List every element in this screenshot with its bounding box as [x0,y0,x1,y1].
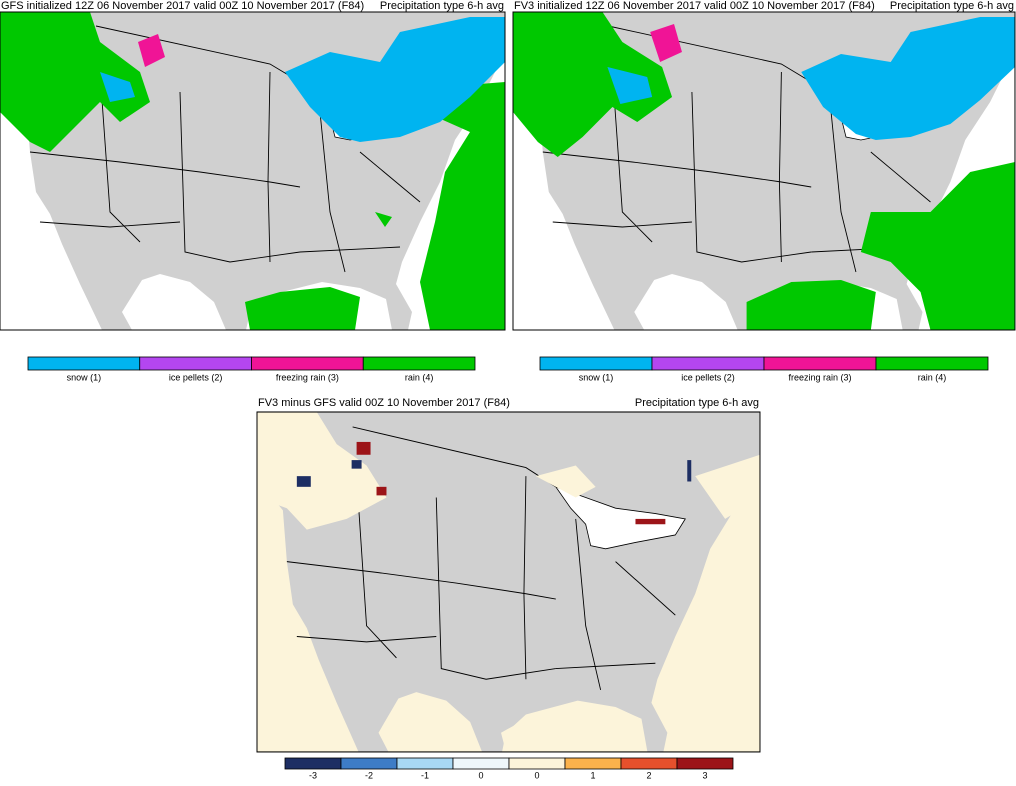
legend-swatch [763,356,877,371]
legend-swatch [620,757,678,770]
legend-label: snow (1) [67,372,102,382]
legend-swatch [251,356,364,371]
legend-label: snow (1) [579,372,614,382]
legend-label: ice pellets (2) [169,372,223,382]
legend-label: 1 [590,770,595,780]
legend-swatch [284,757,342,770]
legend-swatch [340,757,398,770]
legend-label: 0 [534,770,539,780]
legend-swatch [875,356,989,371]
legend-label: rain (4) [918,372,947,382]
legend-swatch [27,356,141,371]
panel-title: FV3 minus GFS valid 00Z 10 November 2017… [258,397,510,409]
legend-swatch [676,757,734,770]
legend-swatch [139,356,252,371]
legend-label: 3 [702,770,707,780]
panel-title: FV3 initialized 12Z 06 November 2017 val… [514,0,875,12]
fv3-map [512,11,1016,331]
panel-subtitle: Precipitation type 6-h avg [890,0,1014,12]
legend-swatch [452,757,510,770]
legend-label: freezing rain (3) [788,372,851,382]
legend-label: rain (4) [405,372,434,382]
legend-label: 2 [646,770,651,780]
legend-swatch [539,356,653,371]
legend-label: ice pellets (2) [681,372,735,382]
legend-swatch [651,356,765,371]
gfs-map [0,11,506,331]
legend-label: -3 [309,770,317,780]
legend-label: 0 [478,770,483,780]
difference-map [256,411,761,753]
legend-swatch [362,356,476,371]
legend-swatch [396,757,454,770]
panel-subtitle: Precipitation type 6-h avg [380,0,504,12]
legend-label: freezing rain (3) [276,372,339,382]
legend-swatch [508,757,566,770]
legend-label: -1 [421,770,429,780]
legend-swatch [564,757,622,770]
panel-subtitle: Precipitation type 6-h avg [635,397,759,409]
legend-label: -2 [365,770,373,780]
panel-title: GFS initialized 12Z 06 November 2017 val… [1,0,364,12]
